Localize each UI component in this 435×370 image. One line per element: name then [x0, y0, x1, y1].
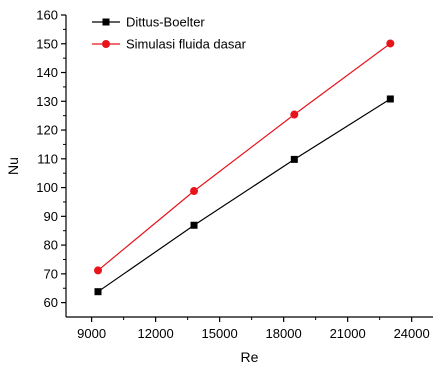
- y-tick-label: 130: [36, 94, 58, 109]
- legend: Dittus-Boelter Simulasi fluida dasar: [92, 15, 247, 52]
- data-point: [190, 221, 198, 229]
- y-tick-label: 90: [44, 209, 58, 224]
- y-tick-label: 140: [36, 65, 58, 80]
- x-tick-label: 24000: [394, 326, 430, 341]
- y-tick-label: 100: [36, 180, 58, 195]
- y-axis-title: Nu: [5, 157, 21, 175]
- x-tick-label: 9000: [77, 326, 106, 341]
- data-point: [94, 266, 103, 275]
- x-tick-label: 12000: [138, 326, 174, 341]
- series-line: [97, 42, 391, 271]
- y-ticks: 60 70 80 90 100 110 120 130 140 150 160: [36, 8, 66, 310]
- legend-marker: [102, 40, 110, 48]
- y-tick-label: 80: [44, 238, 58, 253]
- x-axis-title: Re: [241, 349, 259, 365]
- data-point: [290, 155, 298, 163]
- y-tick-label: 150: [36, 36, 58, 51]
- data-point: [94, 288, 102, 296]
- y-tick-label: 160: [36, 8, 58, 23]
- y-tick-label: 60: [44, 295, 58, 310]
- x-ticks: 9000 12000 15000 18000 21000 24000: [77, 317, 430, 341]
- legend-label: Simulasi fluida dasar: [126, 37, 247, 52]
- legend-marker: [102, 18, 110, 26]
- x-tick-label: 18000: [266, 326, 302, 341]
- plot-area: [94, 39, 395, 296]
- data-point: [386, 95, 394, 103]
- y-tick-label: 120: [36, 123, 58, 138]
- data-point: [190, 187, 199, 196]
- data-point: [290, 110, 299, 119]
- y-tick-label: 110: [37, 151, 58, 166]
- x-tick-label: 21000: [330, 326, 366, 341]
- x-tick-label: 15000: [202, 326, 238, 341]
- data-point: [386, 39, 395, 48]
- series-line: [97, 98, 391, 293]
- y-tick-label: 70: [44, 266, 58, 281]
- axes: 9000 12000 15000 18000 21000 24000 60 70 80 90 10…: [5, 8, 433, 365]
- legend-label: Dittus-Boelter: [126, 15, 205, 30]
